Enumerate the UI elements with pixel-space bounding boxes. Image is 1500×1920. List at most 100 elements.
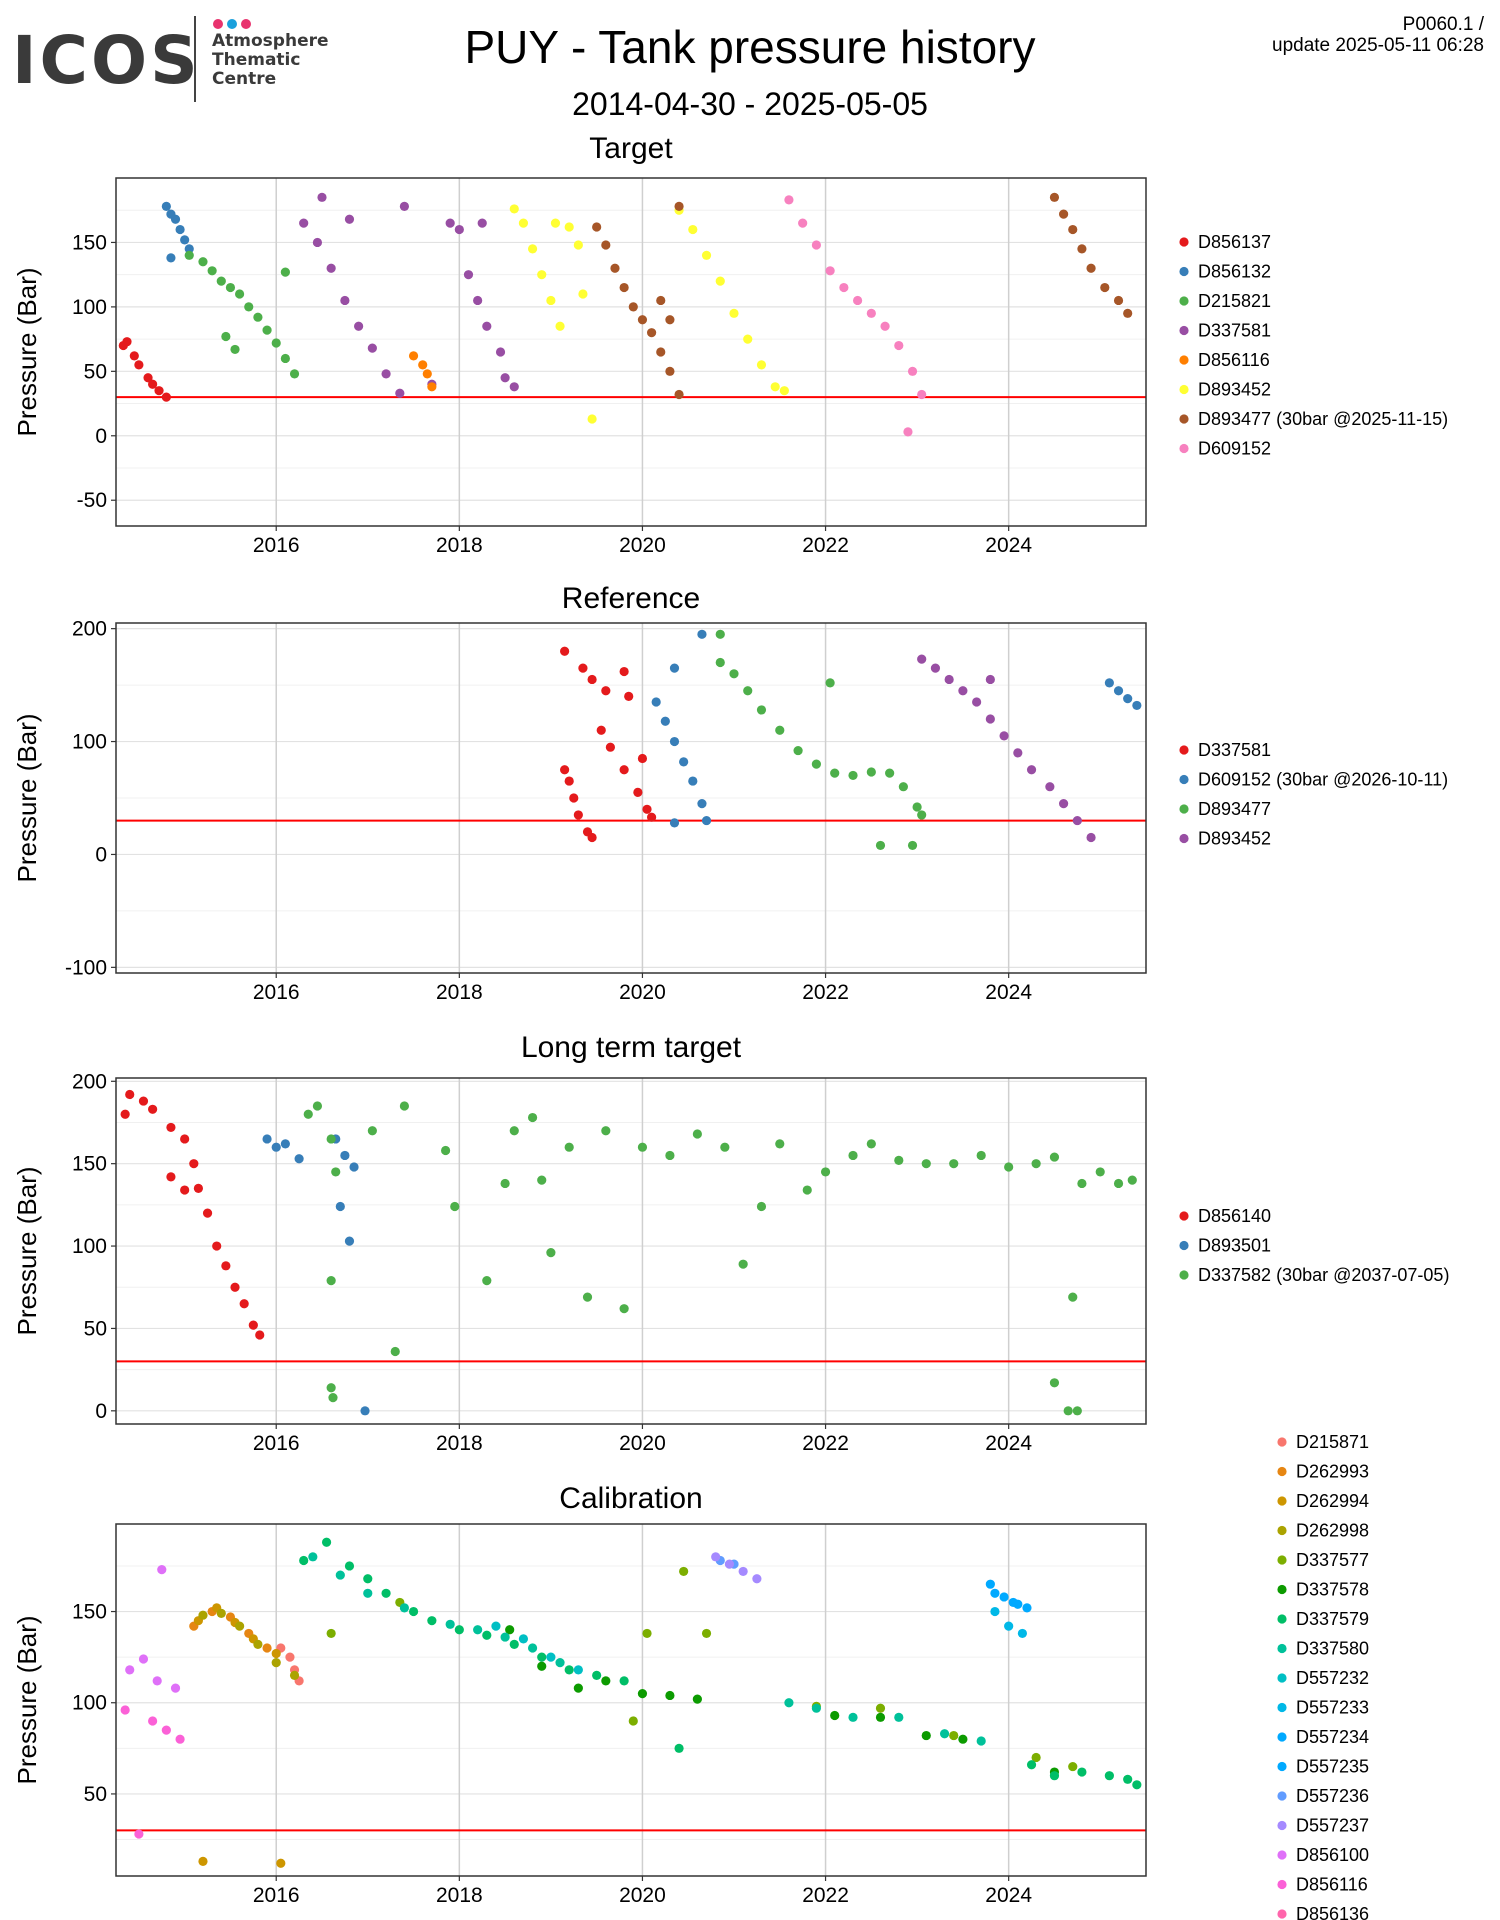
- data-point: [340, 295, 350, 306]
- data-point: [527, 1112, 538, 1123]
- x-tick-label: 2022: [802, 534, 849, 557]
- data-point: [537, 1652, 547, 1662]
- data-point: [1132, 700, 1142, 711]
- data-point: [303, 1109, 313, 1119]
- legend-label: D893452: [1198, 829, 1271, 849]
- data-point: [894, 1712, 904, 1722]
- legend-label: D893477 (30bar @2025-11-15): [1198, 409, 1448, 429]
- data-point: [166, 1122, 176, 1133]
- data-point: [360, 1406, 370, 1416]
- data-point: [647, 328, 657, 338]
- legend-label: D262993: [1296, 1462, 1369, 1482]
- data-point: [399, 1101, 409, 1111]
- legend-key: [1179, 296, 1189, 306]
- data-point: [825, 678, 835, 688]
- data-point: [848, 770, 858, 781]
- data-point: [1077, 244, 1087, 254]
- series-d337578: [505, 1625, 1060, 1777]
- data-point: [802, 1185, 812, 1195]
- data-point: [326, 1383, 336, 1393]
- legend-label: D856140: [1198, 1206, 1271, 1226]
- x-tick-label: 2016: [253, 1884, 300, 1907]
- plot-background: [116, 178, 1146, 526]
- data-point: [381, 1588, 391, 1598]
- legend-key: [1277, 1732, 1287, 1742]
- series-d893501: [262, 1134, 370, 1416]
- legend-key: [1277, 1614, 1287, 1624]
- legend-key: [1179, 1211, 1189, 1221]
- data-point: [701, 1628, 712, 1639]
- data-point: [363, 1574, 373, 1584]
- data-point: [262, 1134, 272, 1144]
- data-point: [665, 1690, 675, 1701]
- data-point: [326, 1628, 336, 1639]
- data-point: [221, 1261, 231, 1271]
- legend: D337581 D609152 (30bar @2026-10-11) D89347…: [1179, 740, 1448, 849]
- data-point: [688, 776, 698, 786]
- data-point: [976, 1150, 986, 1161]
- y-axis-label: Pressure (Bar): [12, 267, 42, 436]
- data-point: [692, 1129, 702, 1139]
- y-tick-label: 150: [72, 231, 107, 254]
- data-point: [280, 353, 290, 364]
- data-point: [216, 1608, 226, 1618]
- data-point: [930, 663, 941, 673]
- data-point: [715, 629, 725, 639]
- x-tick-label: 2020: [619, 1432, 666, 1455]
- data-point: [1086, 263, 1096, 273]
- data-point: [1127, 1175, 1137, 1185]
- data-point: [642, 804, 652, 814]
- data-point: [793, 745, 803, 756]
- data-point: [1049, 1771, 1060, 1781]
- series-d856116: [120, 1705, 185, 1839]
- data-point: [820, 1167, 831, 1177]
- y-tick-label: 150: [72, 1601, 107, 1624]
- data-point: [752, 1574, 762, 1584]
- x-tick-label: 2018: [436, 1884, 483, 1907]
- data-point: [138, 1096, 149, 1106]
- date-range-subtitle: 2014-04-30 - 2025-05-05: [572, 86, 928, 122]
- series-d337577: [326, 1566, 1078, 1772]
- series-d856137: [118, 337, 171, 402]
- data-point: [651, 697, 661, 707]
- data-point: [509, 1126, 519, 1136]
- x-tick-label: 2016: [253, 534, 300, 557]
- data-point: [601, 1676, 611, 1686]
- series-d856116: [408, 351, 437, 392]
- legend-label: D337580: [1296, 1639, 1369, 1659]
- data-point: [230, 1282, 240, 1292]
- y-tick-label: 200: [72, 618, 107, 641]
- data-point: [422, 369, 432, 379]
- data-point: [939, 1729, 950, 1739]
- data-point: [619, 1304, 629, 1314]
- data-point: [441, 1145, 451, 1156]
- data-point: [601, 686, 611, 696]
- data-point: [408, 351, 419, 361]
- data-point: [170, 214, 181, 224]
- data-point: [720, 1142, 730, 1152]
- data-point: [500, 1632, 510, 1642]
- data-point: [619, 282, 629, 293]
- data-point: [509, 204, 519, 214]
- logo-dots-icon: [213, 16, 255, 34]
- data-point: [1104, 678, 1114, 688]
- legend-key: [1277, 1466, 1287, 1477]
- logo-subtitle: Atmosphere Thematic Centre: [212, 32, 329, 89]
- data-point: [811, 1703, 822, 1713]
- data-point: [779, 386, 789, 396]
- data-point: [344, 1236, 355, 1246]
- legend-label: D215871: [1296, 1432, 1369, 1452]
- data-point: [491, 1621, 501, 1631]
- data-point: [679, 1566, 689, 1577]
- version-line: P0060.1 /: [1402, 14, 1484, 35]
- legend-key: [1179, 414, 1189, 424]
- y-axis-label: Pressure (Bar): [12, 713, 42, 882]
- data-point: [1095, 1167, 1105, 1177]
- legend: D856137 D856132 D215821 D337581 D856116 D8934…: [1179, 232, 1448, 459]
- data-point: [1077, 1767, 1087, 1777]
- data-point: [148, 1104, 158, 1114]
- data-point: [701, 250, 712, 260]
- x-tick-label: 2024: [985, 981, 1032, 1004]
- legend-label: D262998: [1296, 1521, 1369, 1541]
- data-point: [738, 1566, 748, 1577]
